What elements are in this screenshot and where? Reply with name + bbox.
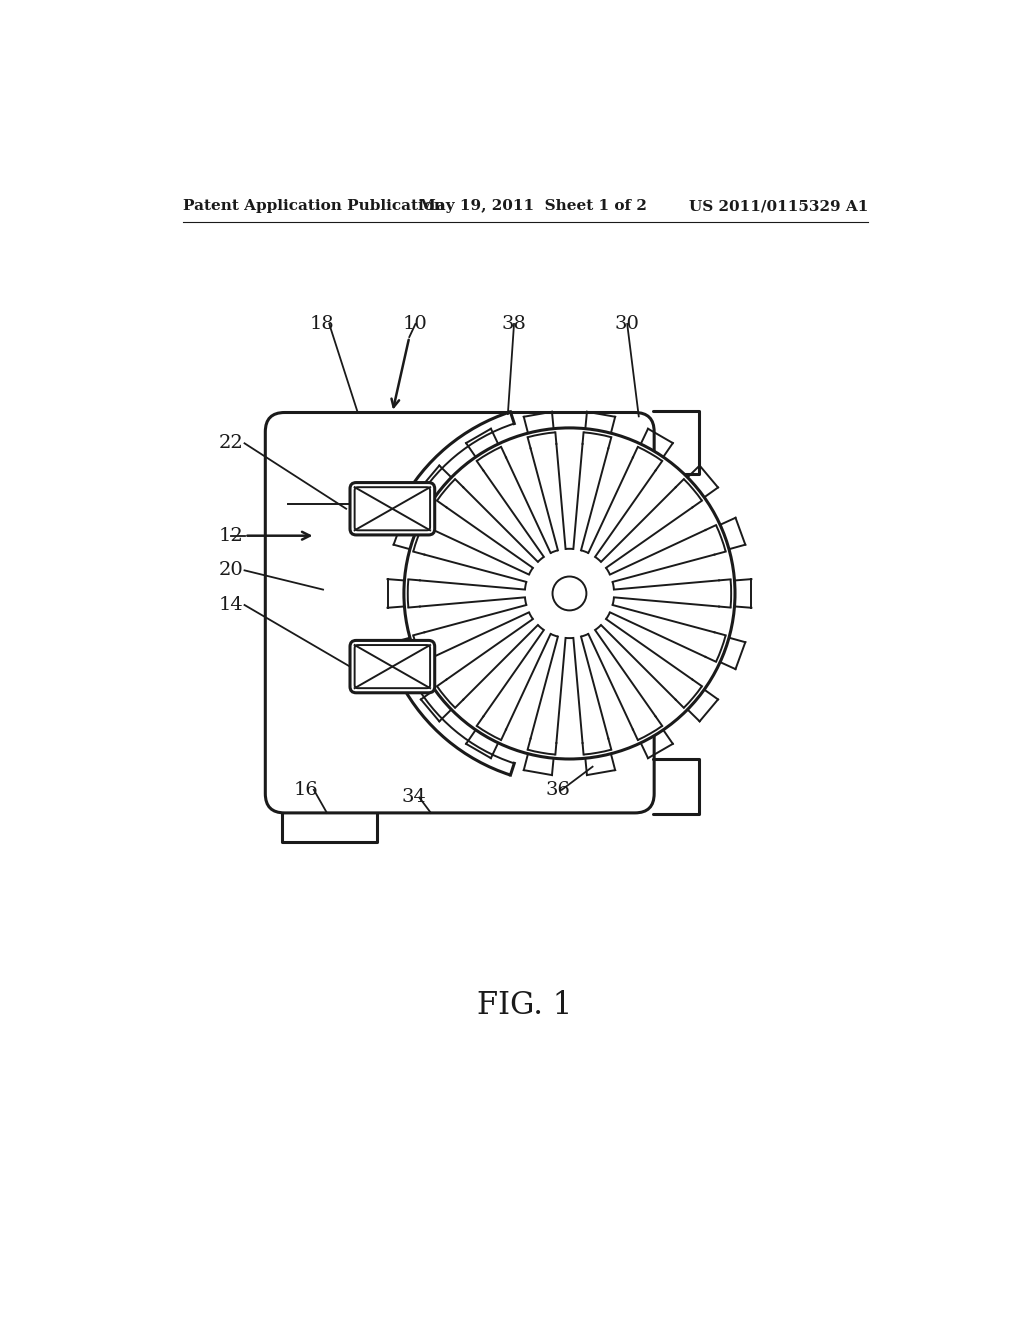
Text: 34: 34 [401, 788, 426, 807]
Text: 10: 10 [403, 315, 428, 333]
Text: 20: 20 [218, 561, 243, 579]
Text: 22: 22 [218, 434, 243, 453]
Text: US 2011/0115329 A1: US 2011/0115329 A1 [689, 199, 868, 213]
FancyBboxPatch shape [350, 483, 435, 535]
Text: 16: 16 [294, 781, 318, 799]
Circle shape [403, 428, 735, 759]
FancyBboxPatch shape [354, 645, 430, 688]
Text: 18: 18 [309, 315, 334, 333]
Text: 30: 30 [614, 315, 640, 333]
Text: FIG. 1: FIG. 1 [477, 990, 572, 1020]
FancyBboxPatch shape [265, 412, 654, 813]
Text: 12: 12 [218, 527, 243, 545]
Text: 38: 38 [502, 315, 526, 333]
Text: Patent Application Publication: Patent Application Publication [183, 199, 444, 213]
FancyBboxPatch shape [350, 640, 435, 693]
Text: 14: 14 [218, 597, 243, 614]
Circle shape [553, 577, 587, 610]
FancyBboxPatch shape [354, 487, 430, 531]
Text: May 19, 2011  Sheet 1 of 2: May 19, 2011 Sheet 1 of 2 [419, 199, 647, 213]
Text: 36: 36 [546, 781, 570, 799]
